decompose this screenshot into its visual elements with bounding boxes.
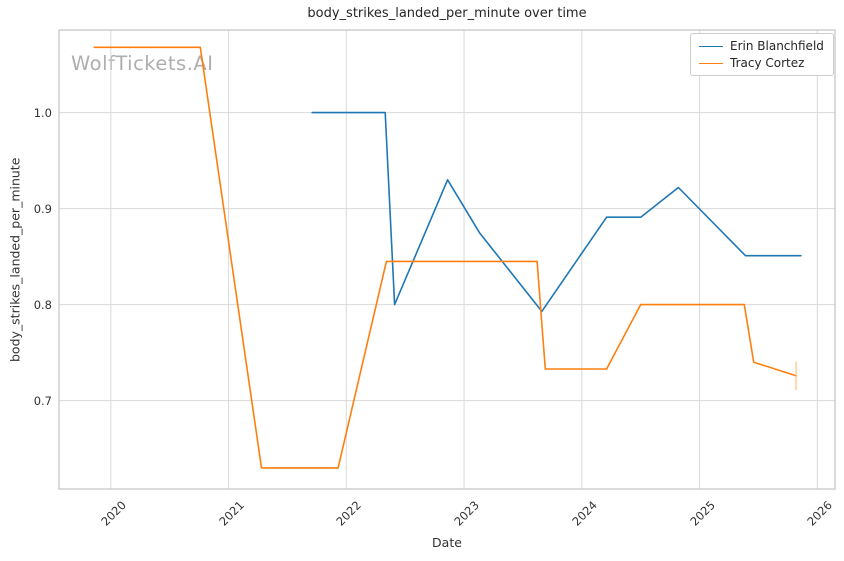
legend-line-swatch [699,62,723,64]
watermark-text: WolfTickets.AI [71,52,214,75]
x-axis-label: Date [432,535,462,550]
series-line-0 [311,111,802,313]
legend-label: Erin Blanchfield [730,39,824,53]
series-line-1 [93,46,797,469]
legend-line-swatch [699,45,723,47]
y-tick-label: 0.9 [33,201,52,216]
chart-title: body_strikes_landed_per_minute over time [307,6,587,21]
y-axis-label: body_strikes_landed_per_minute [7,157,23,362]
legend-item-1: Tracy Cortez [699,56,824,70]
y-tick-label: 0.7 [33,393,52,408]
legend: Erin Blanchfield Tracy Cortez [690,33,834,76]
legend-item-0: Erin Blanchfield [699,39,824,53]
y-tick-label: 0.8 [33,297,52,312]
legend-label: Tracy Cortez [730,56,805,70]
axes-spines [58,29,836,490]
y-tick-label: 1.0 [33,105,52,120]
